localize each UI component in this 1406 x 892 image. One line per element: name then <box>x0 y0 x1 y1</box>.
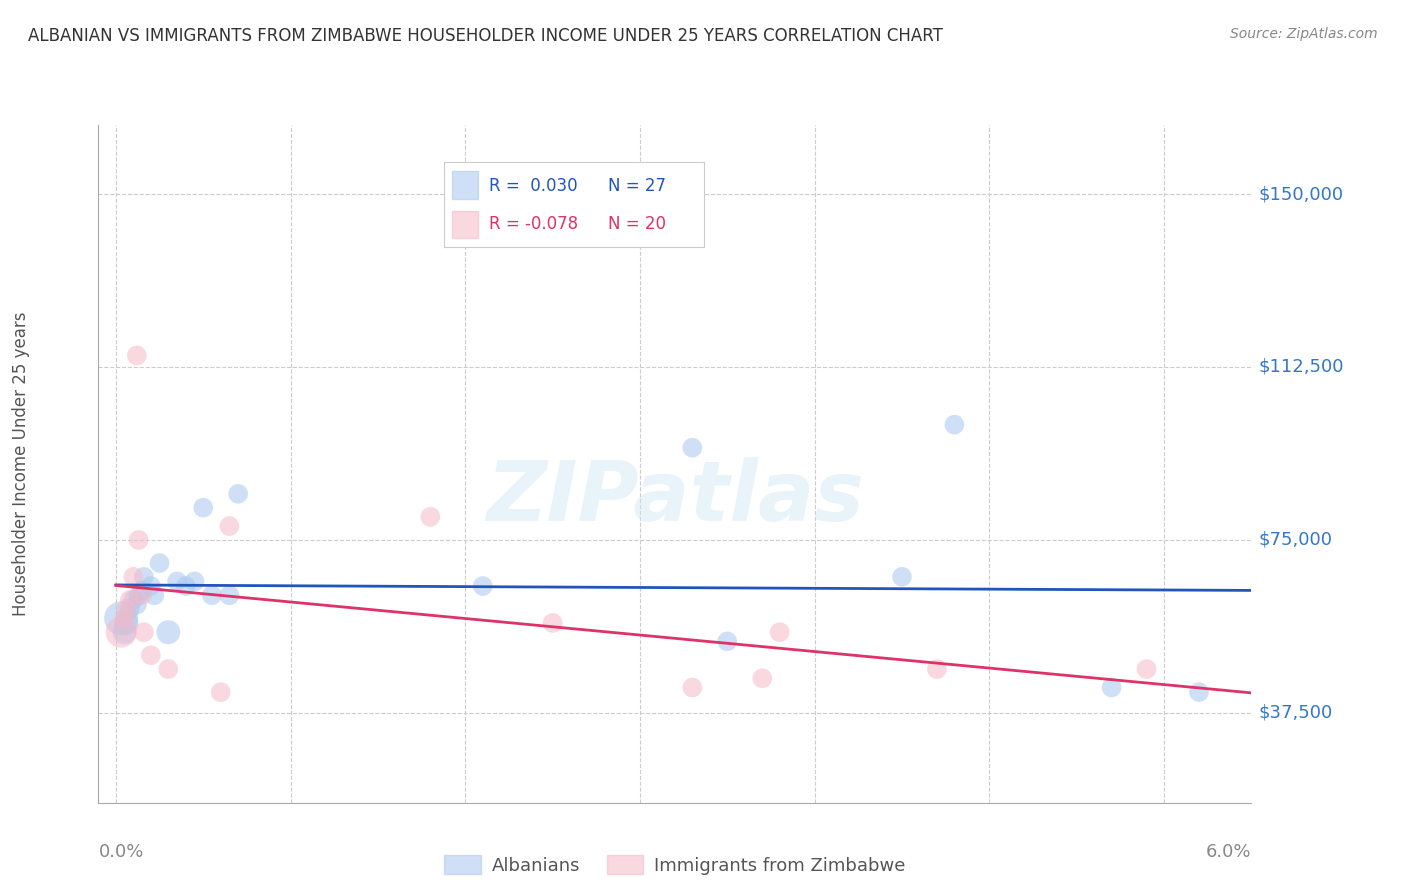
Text: ZIPatlas: ZIPatlas <box>486 458 863 538</box>
Point <box>183 574 205 589</box>
Point <box>174 579 197 593</box>
Text: 6.0%: 6.0% <box>1206 843 1251 861</box>
Point <box>891 570 914 584</box>
Point <box>1188 685 1211 699</box>
Point <box>131 583 153 598</box>
Point <box>157 625 180 640</box>
Point <box>118 602 141 616</box>
Point <box>218 519 240 533</box>
Text: 0.0%: 0.0% <box>98 843 143 861</box>
Point <box>209 685 232 699</box>
Point <box>122 570 145 584</box>
Point <box>681 681 703 695</box>
Text: $75,000: $75,000 <box>1258 531 1333 549</box>
Point <box>201 588 224 602</box>
Text: R =  0.030: R = 0.030 <box>488 177 576 194</box>
Text: ALBANIAN VS IMMIGRANTS FROM ZIMBABWE HOUSEHOLDER INCOME UNDER 25 YEARS CORRELATI: ALBANIAN VS IMMIGRANTS FROM ZIMBABWE HOU… <box>28 27 943 45</box>
Point <box>166 574 188 589</box>
Point <box>751 671 773 685</box>
Point <box>125 349 148 363</box>
Text: R = -0.078: R = -0.078 <box>488 215 578 233</box>
Point <box>115 615 138 630</box>
Point <box>419 509 441 524</box>
Point <box>139 579 162 593</box>
Point <box>769 625 792 640</box>
Point <box>148 556 170 570</box>
Point <box>541 615 564 630</box>
Point <box>218 588 240 602</box>
Point <box>118 593 141 607</box>
Text: Source: ZipAtlas.com: Source: ZipAtlas.com <box>1230 27 1378 41</box>
Point <box>115 602 138 616</box>
Point <box>716 634 738 648</box>
Point <box>114 625 136 640</box>
Point <box>1135 662 1157 676</box>
Point <box>110 611 132 625</box>
Point <box>157 662 180 676</box>
Point <box>132 625 155 640</box>
Point <box>193 500 215 515</box>
Text: $150,000: $150,000 <box>1258 185 1344 203</box>
Point <box>128 588 150 602</box>
Point <box>1101 681 1123 695</box>
FancyBboxPatch shape <box>453 211 478 238</box>
Legend: Albanians, Immigrants from Zimbabwe: Albanians, Immigrants from Zimbabwe <box>437 848 912 882</box>
Point <box>114 611 136 625</box>
FancyBboxPatch shape <box>453 171 478 199</box>
Point <box>681 441 703 455</box>
Point <box>110 625 132 640</box>
Point <box>128 533 150 547</box>
Text: N = 20: N = 20 <box>609 215 666 233</box>
Point <box>925 662 948 676</box>
Text: Householder Income Under 25 years: Householder Income Under 25 years <box>13 311 30 616</box>
Point <box>122 593 145 607</box>
Text: $112,500: $112,500 <box>1258 358 1344 376</box>
Point <box>131 588 153 602</box>
Point <box>125 598 148 612</box>
Point <box>139 648 162 663</box>
Point <box>143 588 166 602</box>
Point <box>943 417 966 432</box>
Point <box>471 579 494 593</box>
Point <box>226 487 249 501</box>
Point <box>132 570 155 584</box>
Text: N = 27: N = 27 <box>609 177 666 194</box>
Text: $37,500: $37,500 <box>1258 704 1333 722</box>
